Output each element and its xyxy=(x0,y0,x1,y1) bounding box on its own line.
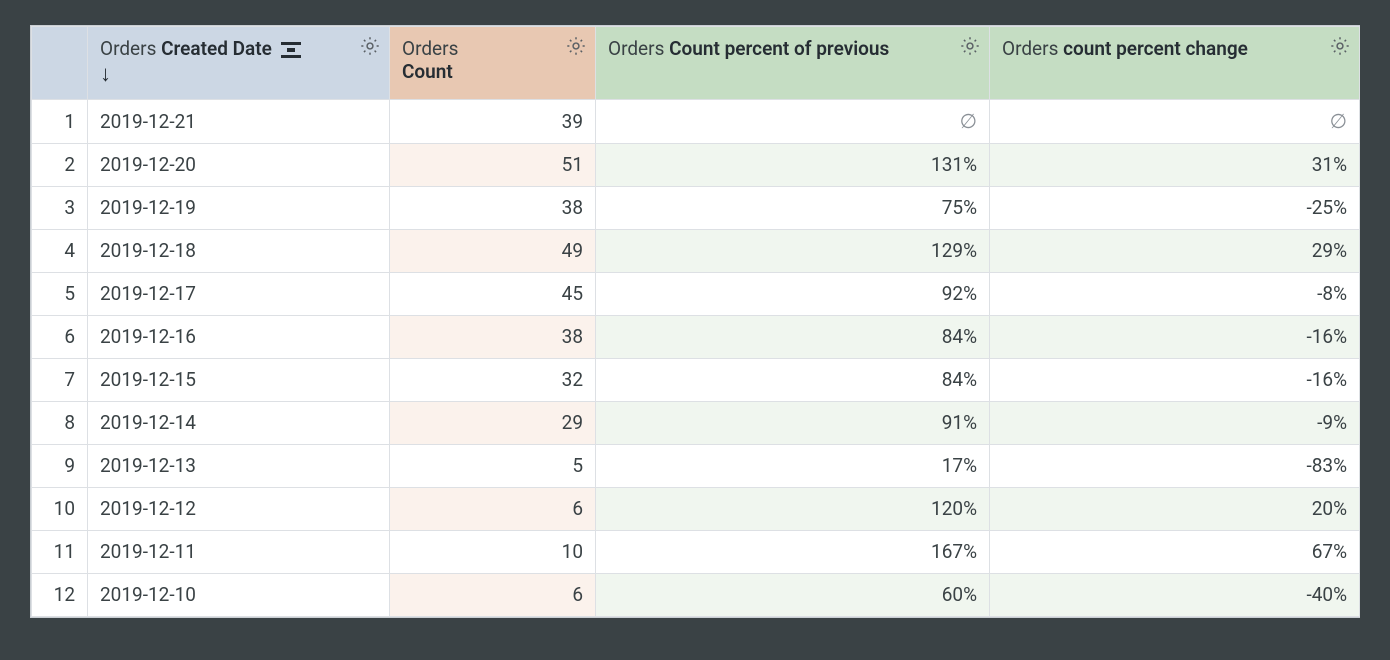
cell-index: 10 xyxy=(32,488,88,531)
cell-index: 12 xyxy=(32,574,88,617)
table-row[interactable]: 72019-12-153284%-16% xyxy=(32,359,1360,402)
cell-pct-prev: 129% xyxy=(596,230,990,273)
gear-icon[interactable] xyxy=(1329,35,1351,57)
cell-created-date: 2019-12-21 xyxy=(88,100,390,144)
cell-pct-prev: 60% xyxy=(596,574,990,617)
sort-desc-icon[interactable]: ↓ xyxy=(100,64,377,86)
pivot-icon[interactable] xyxy=(281,42,301,58)
cell-pct-prev: 120% xyxy=(596,488,990,531)
cell-count: 32 xyxy=(390,359,596,402)
table-row[interactable]: 82019-12-142991%-9% xyxy=(32,402,1360,445)
data-table-container: Orders Created Date ↓ Ord xyxy=(30,25,1360,618)
cell-count: 38 xyxy=(390,316,596,359)
col-header-percent-change[interactable]: Orders count percent change xyxy=(990,27,1360,100)
cell-pct-prev: 131% xyxy=(596,144,990,187)
cell-pct-change: -9% xyxy=(990,402,1360,445)
table-row[interactable]: 22019-12-2051131%31% xyxy=(32,144,1360,187)
cell-pct-change: 29% xyxy=(990,230,1360,273)
cell-count: 29 xyxy=(390,402,596,445)
cell-count: 39 xyxy=(390,100,596,144)
cell-created-date: 2019-12-15 xyxy=(88,359,390,402)
cell-count: 51 xyxy=(390,144,596,187)
cell-index: 4 xyxy=(32,230,88,273)
table-row[interactable]: 92019-12-13517%-83% xyxy=(32,445,1360,488)
cell-pct-prev: 92% xyxy=(596,273,990,316)
cell-count: 6 xyxy=(390,488,596,531)
col-header-label: Orders count percent change xyxy=(1002,37,1248,60)
cell-created-date: 2019-12-14 xyxy=(88,402,390,445)
cell-pct-prev: 91% xyxy=(596,402,990,445)
data-table: Orders Created Date ↓ Ord xyxy=(31,26,1360,617)
col-header-created-date[interactable]: Orders Created Date ↓ xyxy=(88,27,390,100)
cell-created-date: 2019-12-10 xyxy=(88,574,390,617)
cell-index: 11 xyxy=(32,531,88,574)
cell-index: 8 xyxy=(32,402,88,445)
table-row[interactable]: 112019-12-1110167%67% xyxy=(32,531,1360,574)
cell-pct-change: 67% xyxy=(990,531,1360,574)
cell-pct-prev: 84% xyxy=(596,316,990,359)
cell-index: 5 xyxy=(32,273,88,316)
cell-pct-change: ∅ xyxy=(990,100,1360,144)
cell-created-date: 2019-12-19 xyxy=(88,187,390,230)
cell-pct-prev: 17% xyxy=(596,445,990,488)
col-header-index xyxy=(32,27,88,100)
table-row[interactable]: 12019-12-2139 ∅ ∅ xyxy=(32,100,1360,144)
table-row[interactable]: 102019-12-126120%20% xyxy=(32,488,1360,531)
gear-icon[interactable] xyxy=(359,35,381,57)
cell-pct-prev: 84% xyxy=(596,359,990,402)
table-header: Orders Created Date ↓ Ord xyxy=(32,27,1360,100)
cell-pct-prev: ∅ xyxy=(596,100,990,144)
cell-count: 6 xyxy=(390,574,596,617)
cell-count: 5 xyxy=(390,445,596,488)
col-header-count[interactable]: Orders Count xyxy=(390,27,596,100)
table-row[interactable]: 32019-12-193875%-25% xyxy=(32,187,1360,230)
col-header-label: Orders Count percent of previous xyxy=(608,37,889,60)
cell-pct-prev: 75% xyxy=(596,187,990,230)
cell-pct-prev: 167% xyxy=(596,531,990,574)
table-row[interactable]: 122019-12-10660%-40% xyxy=(32,574,1360,617)
table-row[interactable]: 42019-12-1849129%29% xyxy=(32,230,1360,273)
cell-created-date: 2019-12-13 xyxy=(88,445,390,488)
cell-created-date: 2019-12-16 xyxy=(88,316,390,359)
cell-created-date: 2019-12-11 xyxy=(88,531,390,574)
null-icon: ∅ xyxy=(1330,109,1347,133)
cell-pct-change: -40% xyxy=(990,574,1360,617)
cell-pct-change: -8% xyxy=(990,273,1360,316)
table-row[interactable]: 62019-12-163884%-16% xyxy=(32,316,1360,359)
cell-index: 7 xyxy=(32,359,88,402)
cell-count: 38 xyxy=(390,187,596,230)
cell-index: 1 xyxy=(32,100,88,144)
cell-pct-change: -16% xyxy=(990,316,1360,359)
cell-index: 3 xyxy=(32,187,88,230)
cell-count: 10 xyxy=(390,531,596,574)
cell-pct-change: -16% xyxy=(990,359,1360,402)
gear-icon[interactable] xyxy=(565,35,587,57)
cell-count: 45 xyxy=(390,273,596,316)
cell-pct-change: -83% xyxy=(990,445,1360,488)
col-header-label: Orders Created Date xyxy=(100,37,277,60)
cell-created-date: 2019-12-12 xyxy=(88,488,390,531)
cell-index: 2 xyxy=(32,144,88,187)
cell-index: 6 xyxy=(32,316,88,359)
null-icon: ∅ xyxy=(960,109,977,133)
cell-pct-change: -25% xyxy=(990,187,1360,230)
cell-created-date: 2019-12-18 xyxy=(88,230,390,273)
table-body: 12019-12-2139∅∅22019-12-2051131%31%32019… xyxy=(32,100,1360,617)
col-header-label: Orders Count xyxy=(402,37,458,83)
table-row[interactable]: 52019-12-174592%-8% xyxy=(32,273,1360,316)
cell-pct-change: 31% xyxy=(990,144,1360,187)
cell-count: 49 xyxy=(390,230,596,273)
gear-icon[interactable] xyxy=(959,35,981,57)
cell-index: 9 xyxy=(32,445,88,488)
cell-created-date: 2019-12-17 xyxy=(88,273,390,316)
col-header-percent-of-previous[interactable]: Orders Count percent of previous xyxy=(596,27,990,100)
cell-pct-change: 20% xyxy=(990,488,1360,531)
cell-created-date: 2019-12-20 xyxy=(88,144,390,187)
